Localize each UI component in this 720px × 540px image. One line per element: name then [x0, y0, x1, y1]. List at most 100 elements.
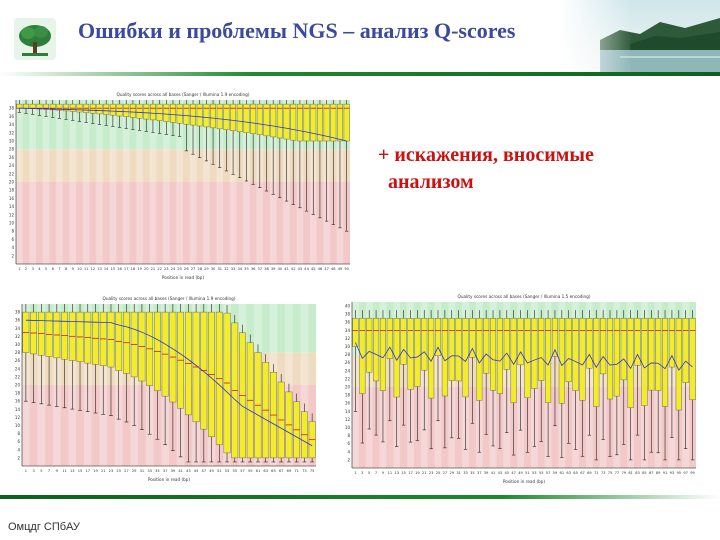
x-tick-label: 33 [463, 471, 468, 475]
x-tick-label: 51 [217, 469, 222, 473]
x-tick-label: 63 [263, 469, 268, 473]
column-stripe [176, 100, 183, 264]
y-tick-label: 26 [345, 360, 351, 365]
x-tick-label: 35 [470, 471, 475, 475]
x-tick-label: 20 [144, 267, 149, 271]
header-landscape-image [560, 0, 720, 72]
y-tick-label: 32 [9, 130, 15, 135]
x-tick-label: 50 [344, 267, 349, 271]
x-tick-label: 47 [202, 469, 207, 473]
y-tick-label: 20 [9, 180, 15, 185]
x-tick-label: 31 [140, 469, 145, 473]
x-tick-label: 15 [78, 469, 83, 473]
x-tick-label: 8 [65, 267, 68, 271]
annotation-text: + искажения, вносимые анализом [378, 144, 594, 193]
quality-box [613, 317, 620, 397]
y-tick-label: 16 [9, 196, 15, 201]
x-tick-label: 15 [111, 267, 116, 271]
x-tick-label: 19 [415, 471, 420, 475]
quality-box [216, 103, 223, 130]
x-tick-label: 13 [97, 267, 102, 271]
x-tick-label: 41 [284, 267, 289, 271]
quality-box [129, 103, 136, 118]
quality-box [462, 317, 469, 398]
y-tick-label: 36 [345, 320, 351, 325]
x-tick-label: 93 [670, 471, 675, 475]
x-tick-label: 25 [116, 469, 121, 473]
y-tick-label: 10 [9, 221, 15, 226]
x-tick-label: 17 [85, 469, 90, 473]
x-tick-label: 11 [388, 471, 393, 475]
y-tick-label: 4 [11, 245, 14, 250]
x-tick-label: 73 [302, 469, 307, 473]
quality-box [531, 317, 538, 389]
quality-box [243, 103, 250, 133]
y-tick-label: 22 [345, 376, 351, 381]
quality-plot-top: Quality scores across all bases (Sanger … [4, 90, 356, 286]
quality-box [366, 317, 373, 373]
quality-plot-bottom-right: Quality scores across all bases (Sanger … [340, 292, 698, 490]
x-tick-label: 1 [354, 471, 356, 475]
y-tick-label: 30 [9, 139, 15, 144]
x-tick-label: 79 [621, 471, 626, 475]
x-tick-label: 95 [677, 471, 682, 475]
y-tick-label: 26 [9, 155, 15, 160]
quality-box [579, 317, 586, 401]
x-tick-label: 45 [505, 471, 510, 475]
quality-box [421, 317, 428, 371]
quality-box [551, 317, 558, 357]
x-tick-label: 16 [117, 267, 122, 271]
quality-box [250, 103, 257, 134]
x-tick-label: 5 [45, 267, 47, 271]
x-tick-label: 12 [91, 267, 96, 271]
x-tick-label: 23 [164, 267, 169, 271]
column-stripe [82, 100, 90, 264]
x-tick-label: 77 [615, 471, 620, 475]
x-tick-label: 9 [72, 267, 75, 271]
quality-box [190, 103, 196, 126]
quality-box [503, 317, 510, 370]
x-axis-label: Position in read (bp) [148, 477, 190, 482]
quality-box [414, 317, 421, 387]
x-tick-label: 31 [456, 471, 461, 475]
column-stripe [16, 100, 23, 264]
quality-box [63, 103, 70, 112]
x-tick-label: 15 [401, 471, 406, 475]
y-tick-label: 8 [17, 431, 20, 436]
x-tick-label: 34 [237, 267, 242, 271]
x-tick-label: 23 [429, 471, 434, 475]
quality-box [662, 317, 669, 407]
x-tick-label: 35 [155, 469, 160, 473]
y-tick-label: 16 [15, 399, 21, 404]
quality-box [407, 317, 414, 390]
x-tick-label: 5 [368, 471, 370, 475]
quality-box [323, 103, 330, 142]
quality-box [49, 103, 56, 111]
x-tick-label: 37 [477, 471, 482, 475]
y-tick-label: 6 [11, 237, 14, 242]
column-stripe [216, 100, 224, 264]
quality-box [196, 103, 203, 127]
x-tick-label: 75 [608, 471, 613, 475]
y-tick-label: 34 [345, 328, 351, 333]
x-tick-label: 33 [147, 469, 152, 473]
quality-box [176, 103, 183, 124]
x-tick-label: 36 [251, 267, 256, 271]
quality-box [682, 317, 689, 383]
quality-box [290, 103, 297, 141]
quality-box [634, 317, 641, 366]
quality-box [379, 317, 386, 391]
x-tick-label: 91 [663, 471, 668, 475]
quality-box [343, 103, 350, 142]
quality-box [170, 103, 176, 123]
x-tick-label: 83 [635, 471, 640, 475]
mean-quality-line [19, 107, 347, 142]
x-tick-label: 47 [511, 471, 516, 475]
x-tick-label: 57 [240, 469, 245, 473]
x-tick-label: 3 [32, 469, 34, 473]
mean-quality-line [25, 319, 313, 447]
y-tick-label: 10 [345, 425, 351, 430]
quality-box [143, 103, 150, 120]
quality-box [483, 317, 490, 374]
column-stripe [69, 100, 77, 264]
